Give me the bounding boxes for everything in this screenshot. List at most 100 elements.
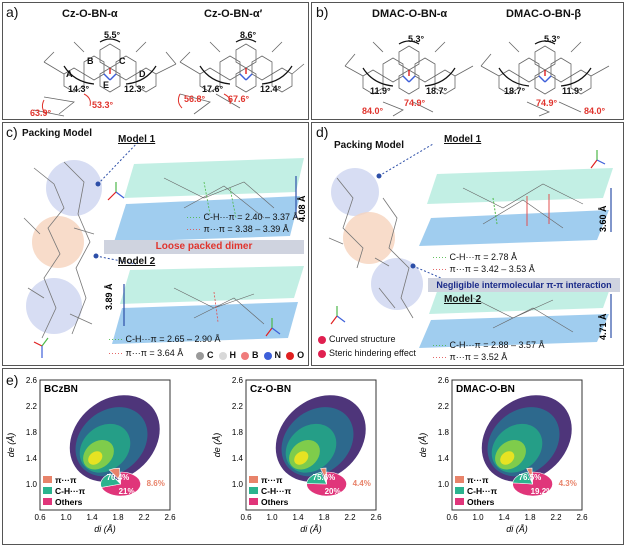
mol-b2-angle-red2: 84.0° [584,106,606,116]
ring-label-d: D [139,69,146,79]
pie-label: 20% [325,487,341,496]
legend-label: π···π [467,475,489,485]
legend-label: C-H···π [55,486,86,496]
y-tick-label: 2.2 [438,402,450,411]
panel-d-model1-ch: ····· C-H···π = 2.78 Å [432,252,517,262]
y-tick-label: 1.8 [232,428,244,437]
pie-slice-π···π [526,467,533,481]
y-tick-label: 2.6 [26,376,38,385]
ring-label-a: A [66,69,73,79]
x-tick-label: 0.6 [34,513,46,522]
pie-label: 75.6% [313,473,336,482]
panel-c-model2-distance: 3.89 Å [104,283,114,310]
x-axis-label: di (Å) [300,524,322,534]
pie-slice-Others [306,471,347,497]
atom-o: O [286,350,304,360]
panel-d-label: d) [316,124,329,140]
y-axis-label: de (Å) [418,433,428,458]
panel-e-label: e) [6,372,19,388]
y-tick-label: 2.6 [232,376,244,385]
pie-label: 21% [119,487,135,496]
plot-title: BCzBN [44,384,78,395]
x-tick-label: 2.2 [344,513,356,522]
pie-slice-π···π [108,467,120,481]
mol-b1-angle-left: 11.9° [370,86,391,96]
panel-d-model2-ch: ····· C-H···π = 2.88 – 3.57 Å [432,340,545,350]
panel-d-model2-distance: 4.71 Å [598,313,608,340]
panel-c-model2-ch: ····· C-H···π = 2.65 – 2.90 Å [108,334,221,344]
y-tick-label: 1.0 [438,480,450,489]
fingerprint-plot-1: 0.6 1.0 1.4 1.8 2.2 2.6 1.0 1.4 1.8 2.2 2.6 BCzBN de… [6,374,196,542]
legend-swatch [43,498,52,505]
x-tick-label: 1.0 [266,513,278,522]
mol-b1-angle-red2: 74.9° [404,98,426,108]
x-axis-label: di (Å) [94,524,116,534]
mol-b1-title: DMAC-O-BN-α [372,8,448,20]
pie-label: 76.5% [519,473,542,482]
fingerprint-svg-1: 0.6 1.0 1.4 1.8 2.2 2.6 1.0 1.4 1.8 2.2 2.6 BCzBN de… [6,376,176,534]
pie-label: 19.2% [531,487,554,496]
pie-slice-π···π [320,467,327,481]
x-tick-label: 2.6 [164,513,176,522]
mol-b1-angle-right: 18.7° [426,86,448,96]
panel-c-banner: Loose packed dimer [104,240,304,254]
panel-e-border [2,368,624,545]
y-tick-label: 1.4 [232,454,244,463]
y-tick-label: 1.8 [26,428,38,437]
mol-a1-title: Cz-O-BN-α [62,8,118,20]
y-tick-label: 1.0 [26,480,38,489]
density-contour [294,451,309,465]
panel-a-molecules [33,38,305,117]
legend-swatch [43,476,52,483]
mol-b1-angle-top: 5.3° [408,34,425,44]
mol-a1-angle-top: 5.5° [104,30,121,40]
x-tick-label: 1.4 [292,513,304,522]
density-contour [88,451,103,465]
legend-swatch [43,487,52,494]
panel-d-model2-pp: ····· π···π = 3.52 Å [432,352,508,362]
y-tick-label: 1.4 [26,454,38,463]
panel-c-border [2,122,309,366]
mol-a1-angle-left: 14.3° [68,84,90,94]
x-tick-label: 2.6 [370,513,382,522]
legend-label: C-H···π [467,486,498,496]
ring-label-e: E [103,80,110,90]
mol-a1-angle-right: 12.3° [124,84,146,94]
legend-swatch [249,476,258,483]
legend-label: C-H···π [261,486,292,496]
y-axis-label: de (Å) [212,433,222,458]
panel-b-molecules [344,40,610,117]
x-tick-label: 1.8 [524,513,536,522]
y-tick-label: 1.4 [438,454,450,463]
panel-d-model1-title: Model 1 [444,134,482,145]
x-tick-label: 1.4 [498,513,510,522]
panel-a-border [2,2,309,120]
mol-a2-angle-left: 17.6° [202,84,224,94]
atom-h: H [218,350,236,360]
legend-label: Others [467,497,495,507]
plot-title: Cz-O-BN [250,384,291,395]
y-tick-label: 2.2 [232,402,244,411]
panel-c-model1-pp: ····· π···π = 3.38 – 3.39 Å [186,224,289,234]
x-tick-label: 2.6 [576,513,588,522]
panel-d-heading: Packing Model [334,140,405,151]
pie-label: 70.4% [107,473,130,482]
legend-swatch [455,487,464,494]
pie-label: 4.4% [353,479,371,488]
density-contour [500,451,515,465]
legend-swatch [249,487,258,494]
x-tick-label: 2.2 [550,513,562,522]
panel-d-border [311,122,624,366]
panel-c-graphics [23,139,304,358]
fingerprint-plot-2: 0.6 1.0 1.4 1.8 2.2 2.6 1.0 1.4 1.8 2.2 2.6 Cz-O-BN… [212,374,402,542]
panel-c-model1-title: Model 1 [118,134,156,145]
plot-title: DMAC-O-BN [456,384,515,395]
mol-a1-angle-red1: 63.9° [30,108,52,118]
mol-a2-angle-right: 12.4° [260,84,282,94]
legend-swatch [249,498,258,505]
panel-c-model1-ch: ····· C-H···π = 2.40 – 3.37 Å [186,212,299,222]
panel-d-model2-title: Model 2 [444,294,482,305]
x-tick-label: 1.8 [318,513,330,522]
y-tick-label: 2.2 [26,402,38,411]
legend-label: π···π [55,475,77,485]
